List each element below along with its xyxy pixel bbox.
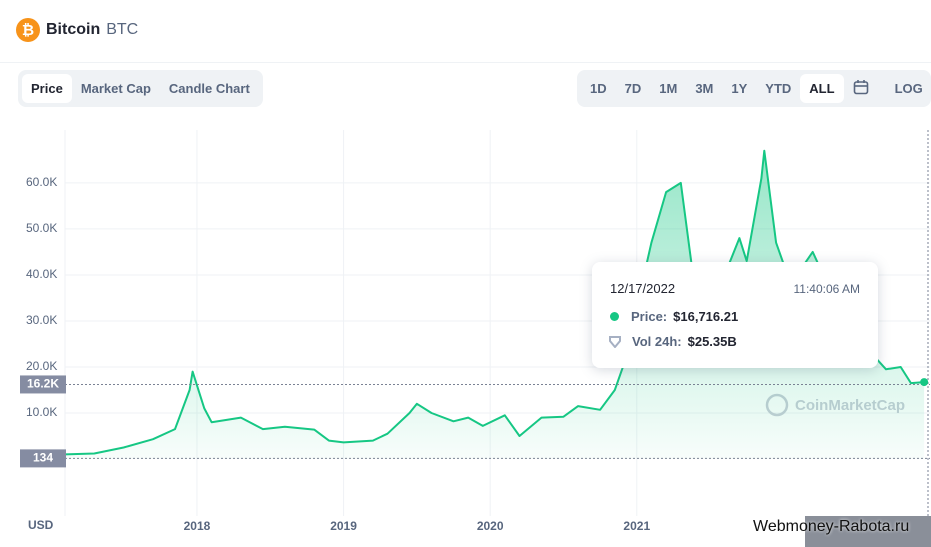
- coin-symbol: BTC: [106, 21, 139, 38]
- tab[interactable]: Candle Chart: [168, 81, 250, 96]
- tooltip: 12/17/2022 11:40:06 AM Price: $16,716.21…: [592, 262, 878, 368]
- y-tick-label: 60.0K: [26, 175, 57, 189]
- unit-label: USD: [28, 518, 54, 532]
- range-button[interactable]: 3M: [695, 81, 714, 96]
- x-tick-label: 2020: [477, 519, 504, 533]
- volume-value: $25.35B: [687, 334, 737, 349]
- price-area: [65, 150, 925, 459]
- coin-icon: ₿: [16, 18, 40, 42]
- annotation-label: 16.2K: [27, 377, 59, 391]
- y-tick-label: 30.0K: [26, 313, 57, 327]
- chart-tabs: Price Market Cap Candle Chart: [18, 70, 263, 107]
- tooltip-price: Price: $16,716.21: [610, 309, 738, 324]
- range-button[interactable]: 7D: [624, 81, 642, 96]
- x-tick-label: 2019: [330, 519, 357, 533]
- range-button[interactable]: ALL: [800, 74, 844, 103]
- tab[interactable]: Market Cap: [80, 81, 151, 96]
- calendar-button[interactable]: [844, 72, 878, 105]
- price-label: Price:: [631, 309, 668, 324]
- annotation-box: [20, 375, 66, 394]
- y-tick-label: 20.0K: [26, 359, 57, 373]
- annotation-label: 134: [33, 451, 53, 465]
- current-point: [920, 378, 929, 387]
- range-buttons: 1D 7D 1M 3M 1Y YTD ALL LOG: [577, 70, 931, 107]
- divider: [0, 62, 931, 63]
- x-tick-label: 2018: [184, 519, 211, 533]
- tooltip-date: 12/17/2022: [610, 281, 676, 296]
- tooltip-time: 11:40:06 AM: [793, 282, 861, 296]
- volume-label: Vol 24h:: [632, 334, 682, 349]
- tooltip-volume: Vol 24h: $25.35B: [609, 334, 737, 349]
- price-value: $16,716.21: [673, 309, 739, 324]
- calendar-icon: [853, 80, 868, 95]
- x-tick-label: 2021: [623, 519, 650, 533]
- overlay-box: [805, 516, 931, 547]
- range-button[interactable]: 1M: [659, 81, 678, 96]
- range-button[interactable]: 1D: [590, 81, 607, 96]
- volume-icon: [609, 335, 621, 348]
- coin-header: ₿ Bitcoin BTC: [16, 16, 138, 44]
- y-tick-label: 10.0K: [26, 405, 57, 419]
- coin-name: Bitcoin: [46, 21, 101, 38]
- range-button[interactable]: YTD: [765, 81, 792, 96]
- overlay-watermark: Webmoney-Rabota.ru: [753, 518, 910, 535]
- price-dot: [610, 312, 619, 321]
- log-button[interactable]: LOG: [894, 81, 923, 96]
- annotation-box: [20, 449, 66, 468]
- y-tick-label: 50.0K: [26, 221, 57, 235]
- tab[interactable]: Price: [22, 74, 72, 103]
- y-tick-label: 40.0K: [26, 267, 57, 281]
- range-button[interactable]: 1Y: [731, 81, 748, 96]
